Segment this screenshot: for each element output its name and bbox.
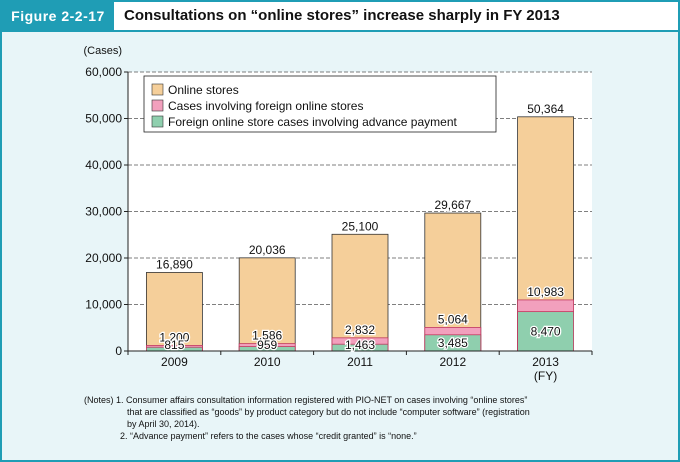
figure-header: Figure 2-2-17 Consultations on “online s… [2, 2, 678, 32]
y-unit-label: (Cases) [83, 45, 122, 57]
y-tick-label-50,000: 50,000 [85, 112, 122, 126]
data-label-foreign-2009: 1,200 [159, 330, 189, 344]
y-tick-label-20,000: 20,000 [85, 251, 122, 265]
legend-label-0: Online stores [168, 83, 239, 97]
note-line-1: (Notes) 1. Consumer affairs consultation… [84, 395, 528, 405]
data-label-online-stores-2010: 20,036 [249, 243, 286, 257]
x-unit-label: (FY) [534, 369, 557, 383]
legend-label-2: Foreign online store cases involving adv… [168, 115, 457, 129]
data-label-advance-payment-2012: 3,485 [438, 336, 468, 350]
data-label-online-stores-2009: 16,890 [156, 257, 193, 271]
data-label-foreign-2011: 2,832 [345, 323, 375, 337]
axes: 0 10,000 20,000 30,000 40,000 50,000 60,000 (Ca… [83, 45, 593, 383]
x-tick-label-2010: 2010 [254, 355, 281, 369]
figure-label: Figure 2-2-17 [2, 2, 114, 30]
data-label-advance-payment-2011: 1,463 [345, 338, 375, 352]
legend: Online stores Cases involving foreign onl… [143, 75, 497, 133]
notes: (Notes) 1. Consumer affairs consultation… [84, 394, 624, 442]
data-label-foreign-2012: 5,064 [438, 312, 468, 326]
y-tick-label-60,000: 60,000 [85, 65, 122, 79]
data-label-advance-payment-2013: 8,470 [531, 324, 561, 338]
x-tick-label-2011: 2011 [347, 355, 373, 369]
data-label-online-stores-2012: 29,667 [434, 198, 471, 212]
y-tick-label-30,000: 30,000 [85, 205, 122, 219]
legend-box [143, 75, 497, 133]
bar-online-stores-2010 [238, 257, 296, 352]
legend-swatch-1 [151, 99, 164, 112]
note-line-3: by April 30, 2014). [127, 419, 200, 429]
legend-label-1: Cases involving foreign online stores [168, 99, 363, 113]
y-tick-label-0: 0 [115, 344, 122, 358]
bar-chart: 0 10,000 20,000 30,000 40,000 50,000 60,000 (Ca… [83, 45, 593, 383]
data-label-online-stores-2011: 25,100 [342, 219, 379, 233]
bars [145, 116, 574, 352]
figure-title: Consultations on “online stores” increas… [124, 7, 560, 24]
data-label-foreign-2013: 10,983 [527, 285, 564, 299]
data-label-online-stores-2013: 50,364 [527, 102, 564, 116]
bar-online-stores-2011 [331, 233, 389, 352]
note-line-2: that are classified as “goods” by produc… [127, 407, 530, 417]
data-label-foreign-2010: 1,586 [252, 329, 282, 343]
bar-advance-payment-2013 [517, 311, 574, 352]
x-tick-label-2009: 2009 [161, 355, 188, 369]
data-label-advance-payment-2009: 815 [164, 338, 184, 352]
legend-swatch-0 [151, 83, 164, 96]
legend-swatch-2 [151, 115, 164, 128]
note-line-4: 2. “Advance payment” refers to the cases… [120, 431, 417, 441]
y-tick-label-10,000: 10,000 [85, 298, 122, 312]
data-labels: 16,8901,20081520,0361,58695925,1002,8321… [155, 101, 566, 354]
x-tick-label-2013: 2013 [532, 355, 559, 369]
x-tick-label-2012: 2012 [439, 355, 466, 369]
data-label-advance-payment-2010: 959 [257, 338, 277, 352]
y-tick-label-40,000: 40,000 [85, 158, 122, 172]
